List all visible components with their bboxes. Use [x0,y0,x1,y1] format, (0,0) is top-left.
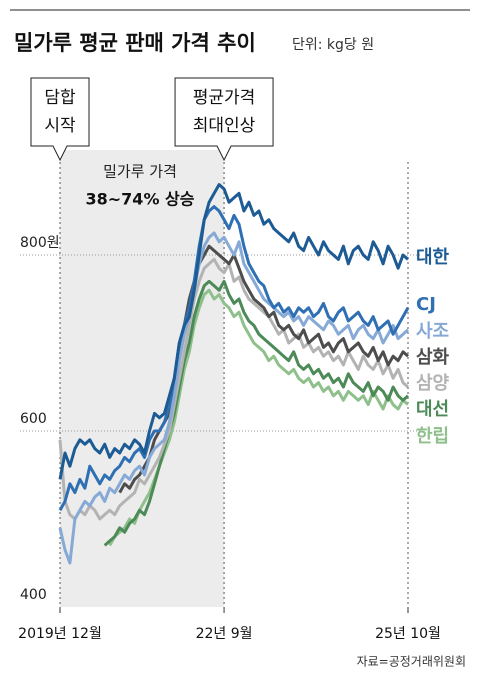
x-tick-label: 22년 9월 [196,626,253,642]
callout-text: 시작 [44,116,76,136]
series-label: 삼양 [416,373,450,394]
series-line [118,244,409,494]
series-label: 한립 [416,426,449,447]
x-tick-label: 2019년 12월 [18,626,102,642]
x-tick-label: 25년 10월 [375,626,441,642]
period-shade [60,150,225,607]
callout-text: 평균가격 [193,88,256,108]
annotation: 밀가루 가격 [103,163,177,181]
series-line [58,205,410,511]
series-label: 대한 [416,247,450,268]
series-label: 대선 [416,399,449,420]
source: 자료=공정거래위원회 [357,655,466,669]
series-line [58,257,409,521]
series-line [103,279,409,547]
series-line [58,183,409,480]
callout-text: 최대인상 [193,116,256,136]
series-label: 삼화 [416,347,450,368]
series-label: CJ [416,294,436,315]
y-tick-label: 400 [20,587,47,603]
chart-title: 밀가루 평균 판매 가격 추이 [14,31,256,55]
callout-text: 담합 [44,88,76,108]
y-tick-label: 600 [20,411,47,427]
callout-box [30,77,90,162]
y-tick-label: 800원 [20,235,60,251]
chart-subtitle: 단위: kg당 원 [292,37,374,53]
series-label: 사조 [416,321,449,342]
series-line [58,231,409,565]
callout-box [174,77,274,162]
annotation: 38~74% 상승 [86,190,195,209]
